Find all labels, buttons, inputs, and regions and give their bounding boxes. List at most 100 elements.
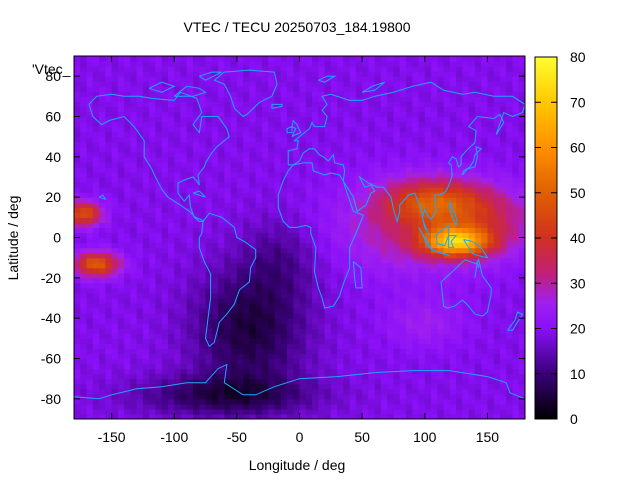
heatmap-cell (255, 71, 263, 77)
heatmap-cell (105, 121, 113, 128)
heatmap-cell (431, 166, 438, 173)
heatmap-cell (86, 197, 94, 203)
heatmap-cell (199, 71, 207, 77)
heatmap-cell (80, 393, 88, 400)
heatmap-cell (418, 86, 426, 92)
heatmap-cell (393, 323, 401, 329)
heatmap-cell (86, 177, 94, 183)
heatmap-cell (193, 121, 200, 128)
heatmap-cell (299, 363, 307, 370)
heatmap-cell (312, 116, 319, 123)
heatmap-cell (92, 106, 100, 113)
heatmap-cell (393, 398, 401, 405)
heatmap-cell (99, 171, 106, 178)
heatmap-cell (362, 252, 369, 259)
heatmap-cell (180, 197, 188, 203)
heatmap-cell (349, 146, 357, 153)
heatmap-cell (424, 358, 432, 365)
heatmap-cell (136, 121, 144, 128)
heatmap-cell (180, 71, 188, 77)
heatmap-cell (167, 287, 175, 294)
heatmap-cell (255, 116, 263, 123)
heatmap-cell (155, 212, 163, 218)
heatmap-cell (449, 292, 457, 299)
heatmap-cell (405, 383, 413, 390)
heatmap-cell (243, 136, 250, 143)
heatmap-cell (149, 151, 157, 158)
heatmap-cell (349, 398, 357, 405)
heatmap-cell (393, 126, 401, 133)
heatmap-cell (211, 348, 219, 355)
heatmap-cell (443, 267, 451, 274)
heatmap-cell (274, 96, 282, 102)
heatmap-cell (349, 151, 357, 158)
heatmap-cell (167, 217, 175, 223)
heatmap-cell (424, 71, 432, 77)
heatmap-cell (86, 333, 94, 339)
heatmap-cell (443, 197, 451, 203)
heatmap-cell (481, 388, 489, 395)
heatmap-cell (449, 262, 457, 269)
heatmap-cell (399, 388, 407, 395)
heatmap-cell (111, 313, 119, 319)
heatmap-cell (249, 136, 257, 143)
heatmap-cell (499, 383, 507, 390)
heatmap-cell (437, 272, 445, 279)
heatmap-cell (230, 171, 238, 178)
heatmap-cell (180, 313, 188, 319)
heatmap-cell (274, 131, 282, 138)
heatmap-cell (268, 197, 276, 203)
heatmap-cell (349, 343, 357, 350)
heatmap-cell (506, 76, 514, 82)
heatmap-cell (99, 318, 106, 324)
heatmap-cell (393, 242, 401, 249)
heatmap-cell (286, 343, 294, 350)
heatmap-cell (105, 111, 113, 118)
heatmap-cell (230, 328, 238, 334)
heatmap-cell (155, 227, 163, 234)
heatmap-cell (449, 141, 457, 148)
heatmap-cell (199, 318, 207, 324)
heatmap-cell (330, 388, 338, 395)
heatmap-cell (155, 252, 163, 259)
heatmap-cell (499, 272, 507, 279)
heatmap-cell (80, 388, 88, 395)
heatmap-cell (330, 242, 338, 249)
heatmap-cell (418, 131, 426, 138)
heatmap-cell (130, 323, 138, 329)
heatmap-cell (493, 292, 501, 299)
heatmap-cell (174, 171, 182, 178)
heatmap-cell (506, 202, 514, 208)
heatmap-cell (255, 222, 263, 229)
heatmap-cell (437, 101, 445, 108)
heatmap-cell (312, 358, 319, 365)
heatmap-cell (449, 343, 457, 350)
heatmap-cell (449, 136, 457, 143)
heatmap-cell (105, 272, 113, 279)
heatmap-cell (481, 76, 489, 82)
heatmap-cell (174, 403, 182, 410)
heatmap-cell (111, 368, 119, 375)
heatmap-cell (167, 212, 175, 218)
heatmap-cell (324, 318, 332, 324)
heatmap-cell (193, 106, 200, 113)
heatmap-cell (186, 353, 194, 360)
heatmap-cell (130, 378, 138, 385)
heatmap-cell (499, 287, 507, 294)
heatmap-cell (224, 257, 232, 264)
heatmap-cell (405, 126, 413, 133)
heatmap-cell (74, 146, 81, 153)
heatmap-cell (180, 272, 188, 279)
heatmap-cell (487, 71, 495, 77)
heatmap-cell (199, 212, 207, 218)
heatmap-cell (405, 177, 413, 183)
heatmap-cell (506, 398, 514, 405)
heatmap-cell (142, 272, 150, 279)
heatmap-cell (186, 116, 194, 123)
heatmap-cell (299, 318, 307, 324)
heatmap-cell (268, 282, 276, 289)
heatmap-cell (481, 151, 489, 158)
heatmap-cell (149, 146, 157, 153)
heatmap-cell (193, 151, 200, 158)
heatmap-cell (161, 318, 169, 324)
